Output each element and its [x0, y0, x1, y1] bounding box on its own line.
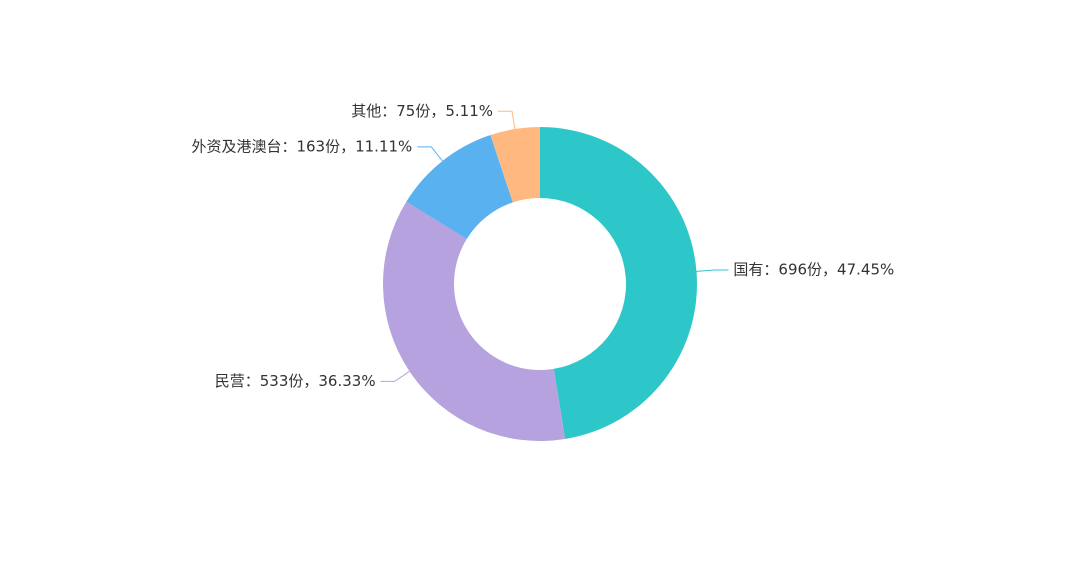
- leader-line: [696, 269, 729, 272]
- leader-line: [380, 370, 410, 382]
- donut-slice: [406, 135, 513, 239]
- donut-slice: [540, 127, 697, 439]
- slice-label: 民营：533份，36.33%: [215, 372, 376, 390]
- donut-slice: [490, 127, 540, 203]
- slice-label: 其他：75份，5.11%: [351, 102, 493, 120]
- slice-label: 外资及港澳台：163份，11.11%: [191, 137, 412, 155]
- slice-label: 国有：696份，47.45%: [733, 260, 894, 278]
- leader-line: [498, 110, 516, 130]
- leader-line: [417, 146, 443, 162]
- donut-slice: [383, 201, 566, 441]
